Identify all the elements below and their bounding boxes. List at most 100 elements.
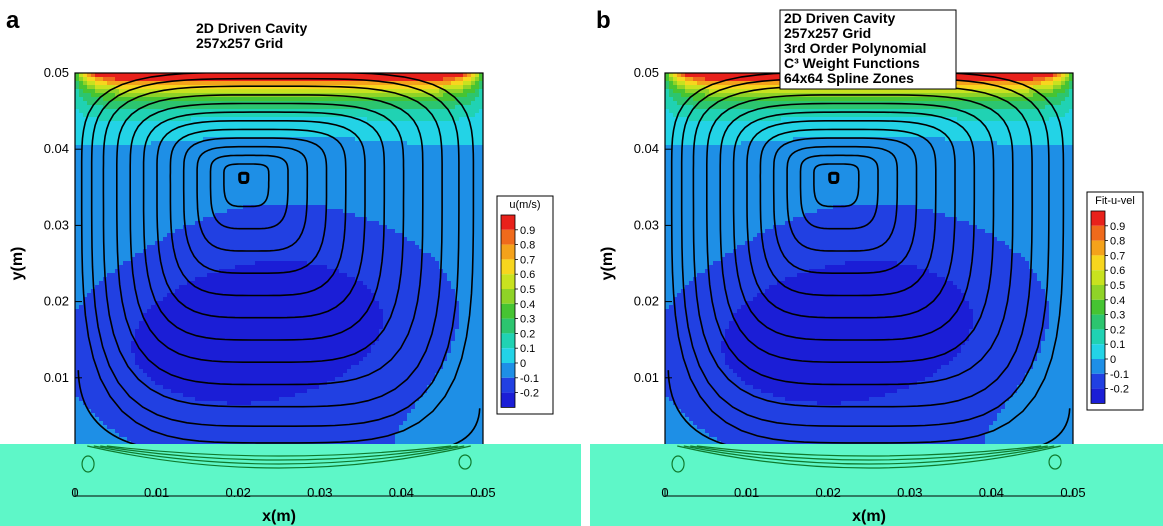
contour-cell: [379, 153, 384, 158]
contour-cell: [387, 153, 392, 158]
contour-cell: [427, 189, 432, 194]
contour-cell: [423, 233, 428, 238]
contour-cell: [215, 141, 220, 146]
contour-cell: [103, 249, 108, 254]
contour-cell: [351, 153, 356, 158]
contour-cell: [335, 121, 340, 126]
contour-cell: [243, 201, 248, 206]
contour-cell: [447, 85, 452, 90]
contour-cell: [419, 245, 424, 250]
contour-cell: [427, 121, 432, 126]
contour-cell: [299, 265, 304, 270]
contour-cell: [279, 261, 284, 266]
contour-cell: [299, 189, 304, 194]
contour-cell: [179, 237, 184, 242]
contour-cell: [99, 173, 104, 178]
contour-cell: [343, 141, 348, 146]
contour-cell: [79, 93, 84, 98]
contour-cell: [467, 157, 472, 162]
contour-cell: [171, 201, 176, 206]
contour-cell: [147, 209, 152, 214]
contour-cell: [371, 189, 376, 194]
contour-cell: [111, 121, 116, 126]
contour-cell: [255, 209, 260, 214]
contour-cell: [207, 125, 212, 130]
contour-cell: [291, 129, 296, 134]
contour-cell: [299, 161, 304, 166]
contour-cell: [403, 265, 408, 270]
contour-cell: [383, 113, 388, 118]
contour-cell: [431, 257, 436, 262]
contour-cell: [423, 73, 428, 78]
contour-cell: [371, 157, 376, 162]
contour-cell: [391, 153, 396, 158]
contour-cell: [371, 221, 376, 226]
contour-cell: [351, 169, 356, 174]
contour-cell: [331, 225, 336, 230]
contour-cell: [311, 161, 316, 166]
contour-cell: [207, 209, 212, 214]
contour-cell: [191, 265, 196, 270]
contour-cell: [455, 105, 460, 110]
contour-cell: [375, 225, 380, 230]
contour-cell: [419, 225, 424, 230]
contour-cell: [231, 81, 236, 86]
contour-cell: [147, 105, 152, 110]
contour-cell: [103, 85, 108, 90]
contour-cell: [95, 245, 100, 250]
contour-cell: [179, 161, 184, 166]
contour-cell: [75, 177, 80, 182]
contour-cell: [383, 233, 388, 238]
contour-cell: [179, 93, 184, 98]
contour-cell: [107, 105, 112, 110]
contour-cell: [287, 141, 292, 146]
contour-cell: [387, 245, 392, 250]
contour-cell: [411, 137, 416, 142]
contour-cell: [183, 121, 188, 126]
contour-cell: [283, 165, 288, 170]
contour-cell: [411, 89, 416, 94]
contour-cell: [135, 189, 140, 194]
contour-cell: [99, 189, 104, 194]
contour-cell: [95, 205, 100, 210]
contour-cell: [191, 185, 196, 190]
contour-cell: [475, 205, 480, 210]
contour-cell: [403, 125, 408, 130]
contour-cell: [335, 89, 340, 94]
contour-cell: [163, 173, 168, 178]
contour-cell: [127, 249, 132, 254]
contour-cell: [135, 93, 140, 98]
contour-cell: [407, 241, 412, 246]
contour-cell: [379, 173, 384, 178]
contour-cell: [263, 257, 268, 262]
contour-cell: [199, 173, 204, 178]
contour-cell: [443, 145, 448, 150]
contour-cell: [367, 129, 372, 134]
contour-cell: [231, 149, 236, 154]
contour-cell: [327, 73, 332, 78]
contour-cell: [75, 233, 80, 238]
contour-cell: [107, 197, 112, 202]
contour-cell: [439, 193, 444, 198]
contour-cell: [287, 153, 292, 158]
contour-cell: [459, 145, 464, 150]
contour-cell: [395, 185, 400, 190]
contour-cell: [443, 265, 448, 270]
contour-cell: [287, 249, 292, 254]
contour-cell: [403, 97, 408, 102]
contour-cell: [355, 241, 360, 246]
contour-cell: [207, 157, 212, 162]
contour-cell: [239, 201, 244, 206]
contour-cell: [183, 185, 188, 190]
contour-cell: [155, 113, 160, 118]
contour-cell: [95, 233, 100, 238]
contour-cell: [195, 253, 200, 258]
contour-cell: [367, 213, 372, 218]
contour-cell: [231, 261, 236, 266]
contour-cell: [267, 81, 272, 86]
contour-cell: [199, 81, 204, 86]
contour-cell: [463, 137, 468, 142]
contour-cell: [295, 189, 300, 194]
contour-cell: [463, 97, 468, 102]
contour-cell: [211, 257, 216, 262]
